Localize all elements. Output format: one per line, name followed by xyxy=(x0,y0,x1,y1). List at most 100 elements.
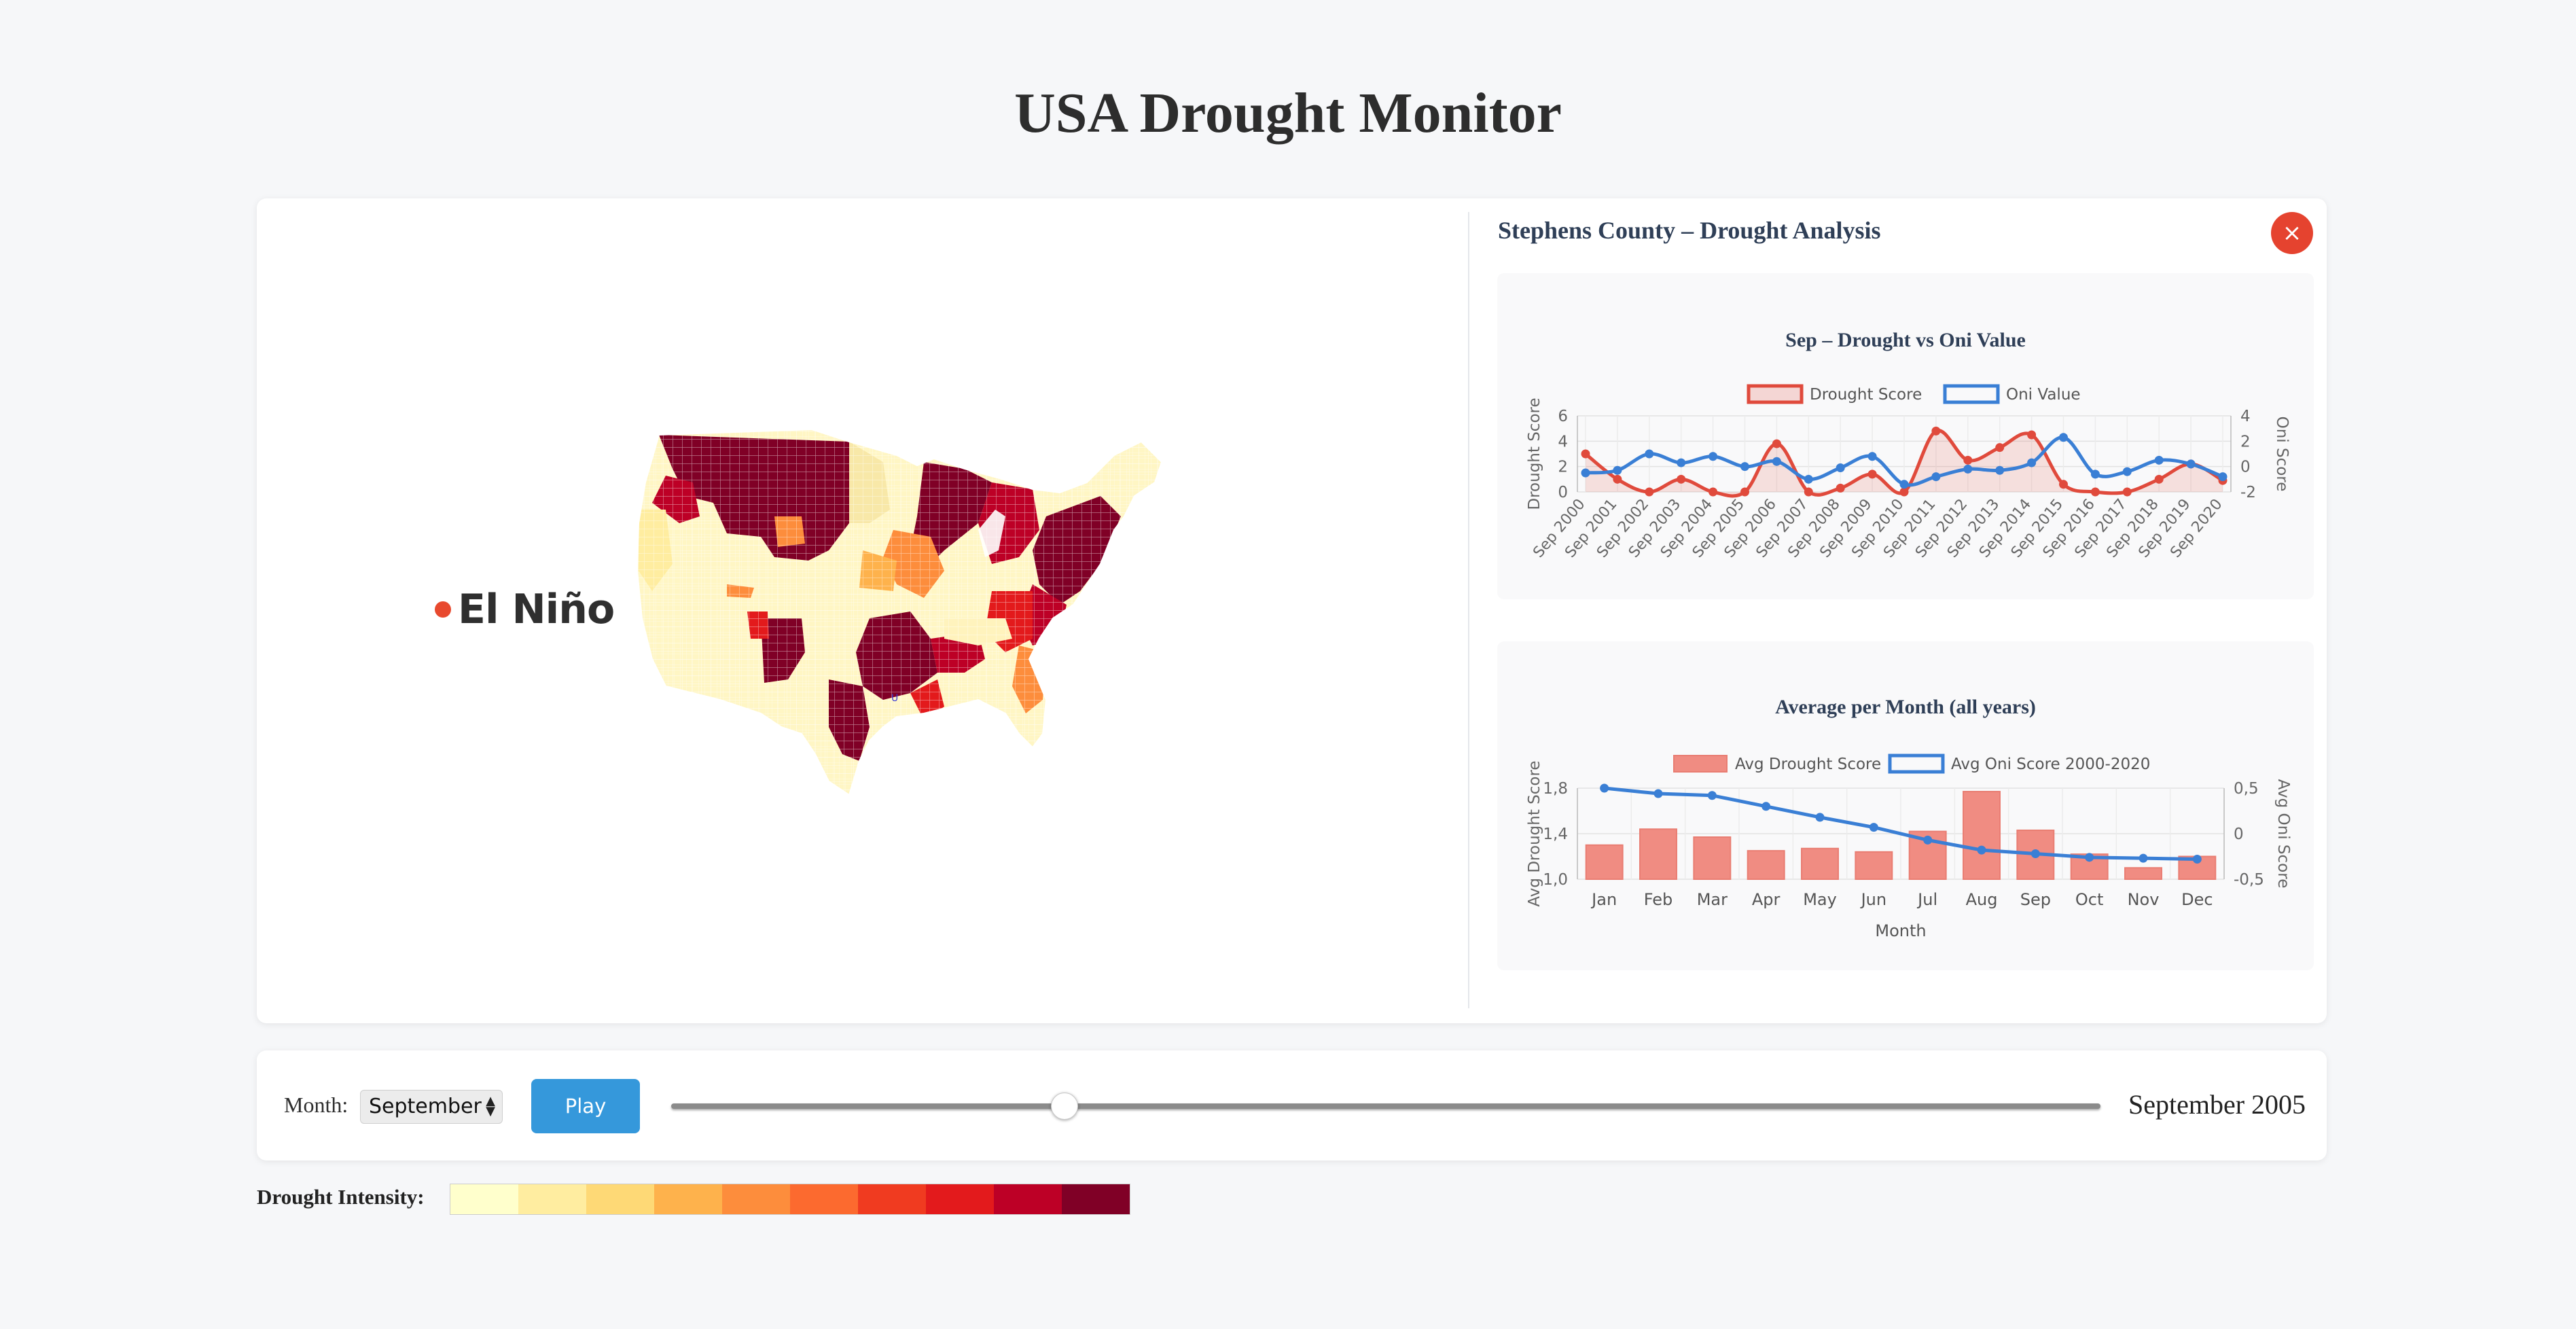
x-tick-label: Jan xyxy=(1590,890,1617,909)
data-point xyxy=(2192,855,2202,864)
data-point xyxy=(1645,449,1654,459)
data-point xyxy=(1867,452,1877,461)
legend-swatch xyxy=(1673,755,1728,773)
legend-item: Avg Drought Score xyxy=(1673,755,1881,773)
data-point xyxy=(1581,468,1590,478)
x-tick-label: Jun xyxy=(1860,890,1887,909)
legend-swatch xyxy=(1747,384,1804,404)
data-point xyxy=(1581,449,1590,459)
y2-axis-title: Oni Score xyxy=(2273,417,2291,492)
legend-swatch xyxy=(994,1184,1062,1214)
x-tick-label: Mar xyxy=(1697,890,1728,909)
y-tick-label: 0 xyxy=(1558,484,1568,501)
y-tick-label: 1,8 xyxy=(1543,780,1568,798)
bar xyxy=(1963,791,2001,880)
data-point xyxy=(2059,433,2068,442)
data-point xyxy=(2031,849,2040,858)
month-select-value: September xyxy=(369,1095,482,1118)
y-axis-title: Drought Score xyxy=(1526,397,1543,510)
bar xyxy=(1585,844,1624,880)
enso-dot-icon xyxy=(435,601,451,618)
data-point xyxy=(2085,853,2094,862)
data-point xyxy=(1977,845,1986,855)
close-button[interactable]: × xyxy=(2271,212,2313,254)
bar xyxy=(1747,850,1785,880)
data-point xyxy=(2027,458,2037,467)
legend-swatch xyxy=(586,1184,654,1214)
y2-tick-label: -0,5 xyxy=(2234,871,2264,889)
y-tick-label: 6 xyxy=(1558,408,1568,425)
enso-indicator: El Niño xyxy=(435,586,615,633)
data-point xyxy=(2154,455,2164,465)
data-point xyxy=(1815,813,1825,822)
data-point xyxy=(1804,474,1813,484)
data-point xyxy=(2218,472,2228,482)
data-point xyxy=(1899,480,1909,489)
legend-label: Avg Oni Score 2000-2020 xyxy=(1951,756,2150,773)
legend-label: Drought Intensity: xyxy=(257,1185,425,1209)
x-tick-label: May xyxy=(1803,890,1837,909)
data-point xyxy=(1836,483,1845,493)
y2-tick-label: 0 xyxy=(2240,459,2251,476)
chart-title: Sep – Drought vs Oni Value xyxy=(1785,329,2026,351)
data-point xyxy=(1645,487,1654,497)
x-tick-label: Sep xyxy=(2020,890,2051,909)
series-line xyxy=(1604,786,2198,862)
y2-tick-label: 4 xyxy=(2240,408,2251,425)
data-point xyxy=(1677,474,1686,484)
legend-label: Avg Drought Score xyxy=(1735,756,1881,773)
data-point xyxy=(2090,487,2100,497)
data-point xyxy=(1963,464,1973,474)
bar xyxy=(2124,867,2162,880)
legend-item: Drought Score xyxy=(1747,384,1922,404)
data-point xyxy=(1613,474,1622,484)
chart1-svg: Sep – Drought vs Oni Value Drought Score O… xyxy=(1526,329,2291,561)
data-point xyxy=(2139,853,2148,863)
bar xyxy=(1693,836,1732,880)
chart-title: Average per Month (all years) xyxy=(1775,696,2036,718)
data-point xyxy=(1836,463,1845,473)
x-tick-label: Oct xyxy=(2075,890,2104,909)
data-point xyxy=(1867,469,1877,479)
x-tick-label: Feb xyxy=(1644,890,1673,909)
time-slider-thumb[interactable] xyxy=(1050,1093,1078,1120)
data-point xyxy=(1923,835,1933,845)
x-tick-label: Dec xyxy=(2181,890,2213,909)
bar xyxy=(1801,847,1839,880)
enso-label: El Niño xyxy=(458,586,615,633)
y2-tick-label: 0 xyxy=(2234,826,2244,843)
drought-intensity-scale xyxy=(450,1184,1130,1215)
legend-swatch xyxy=(858,1184,926,1214)
legend-swatch xyxy=(654,1184,722,1214)
play-button[interactable]: Play xyxy=(531,1079,640,1133)
select-arrows-icon: ▲ ▼ xyxy=(486,1094,495,1118)
us-drought-map[interactable]: U xyxy=(625,414,1236,822)
legend-swatch xyxy=(1943,384,2000,404)
panel-divider xyxy=(1468,212,1469,1008)
x-axis-title: Month xyxy=(1875,921,1926,940)
y2-tick-label: 0,5 xyxy=(2234,780,2259,798)
data-point xyxy=(1613,465,1622,475)
data-point xyxy=(1899,487,1909,497)
legend-swatch xyxy=(790,1184,858,1214)
data-point xyxy=(1709,487,1718,497)
legend-swatch xyxy=(518,1184,586,1214)
data-point xyxy=(1931,472,1941,482)
data-point xyxy=(2122,467,2132,476)
y-tick-label: 4 xyxy=(1558,433,1568,450)
data-point xyxy=(1600,783,1609,793)
time-slider-track[interactable] xyxy=(671,1103,2100,1109)
month-select[interactable]: September ▲ ▼ xyxy=(360,1090,503,1124)
legend-swatch xyxy=(722,1184,790,1214)
data-point xyxy=(1709,452,1718,461)
data-point xyxy=(2059,480,2068,489)
data-point xyxy=(1804,487,1813,497)
y-tick-label: 1,4 xyxy=(1543,826,1568,843)
data-point xyxy=(2027,430,2037,440)
data-point xyxy=(2122,487,2132,497)
data-point xyxy=(2186,459,2196,469)
county-marker: U xyxy=(891,693,898,704)
data-point xyxy=(1869,823,1878,832)
data-point xyxy=(2090,469,2100,479)
legend-item: Oni Value xyxy=(1943,384,2081,404)
